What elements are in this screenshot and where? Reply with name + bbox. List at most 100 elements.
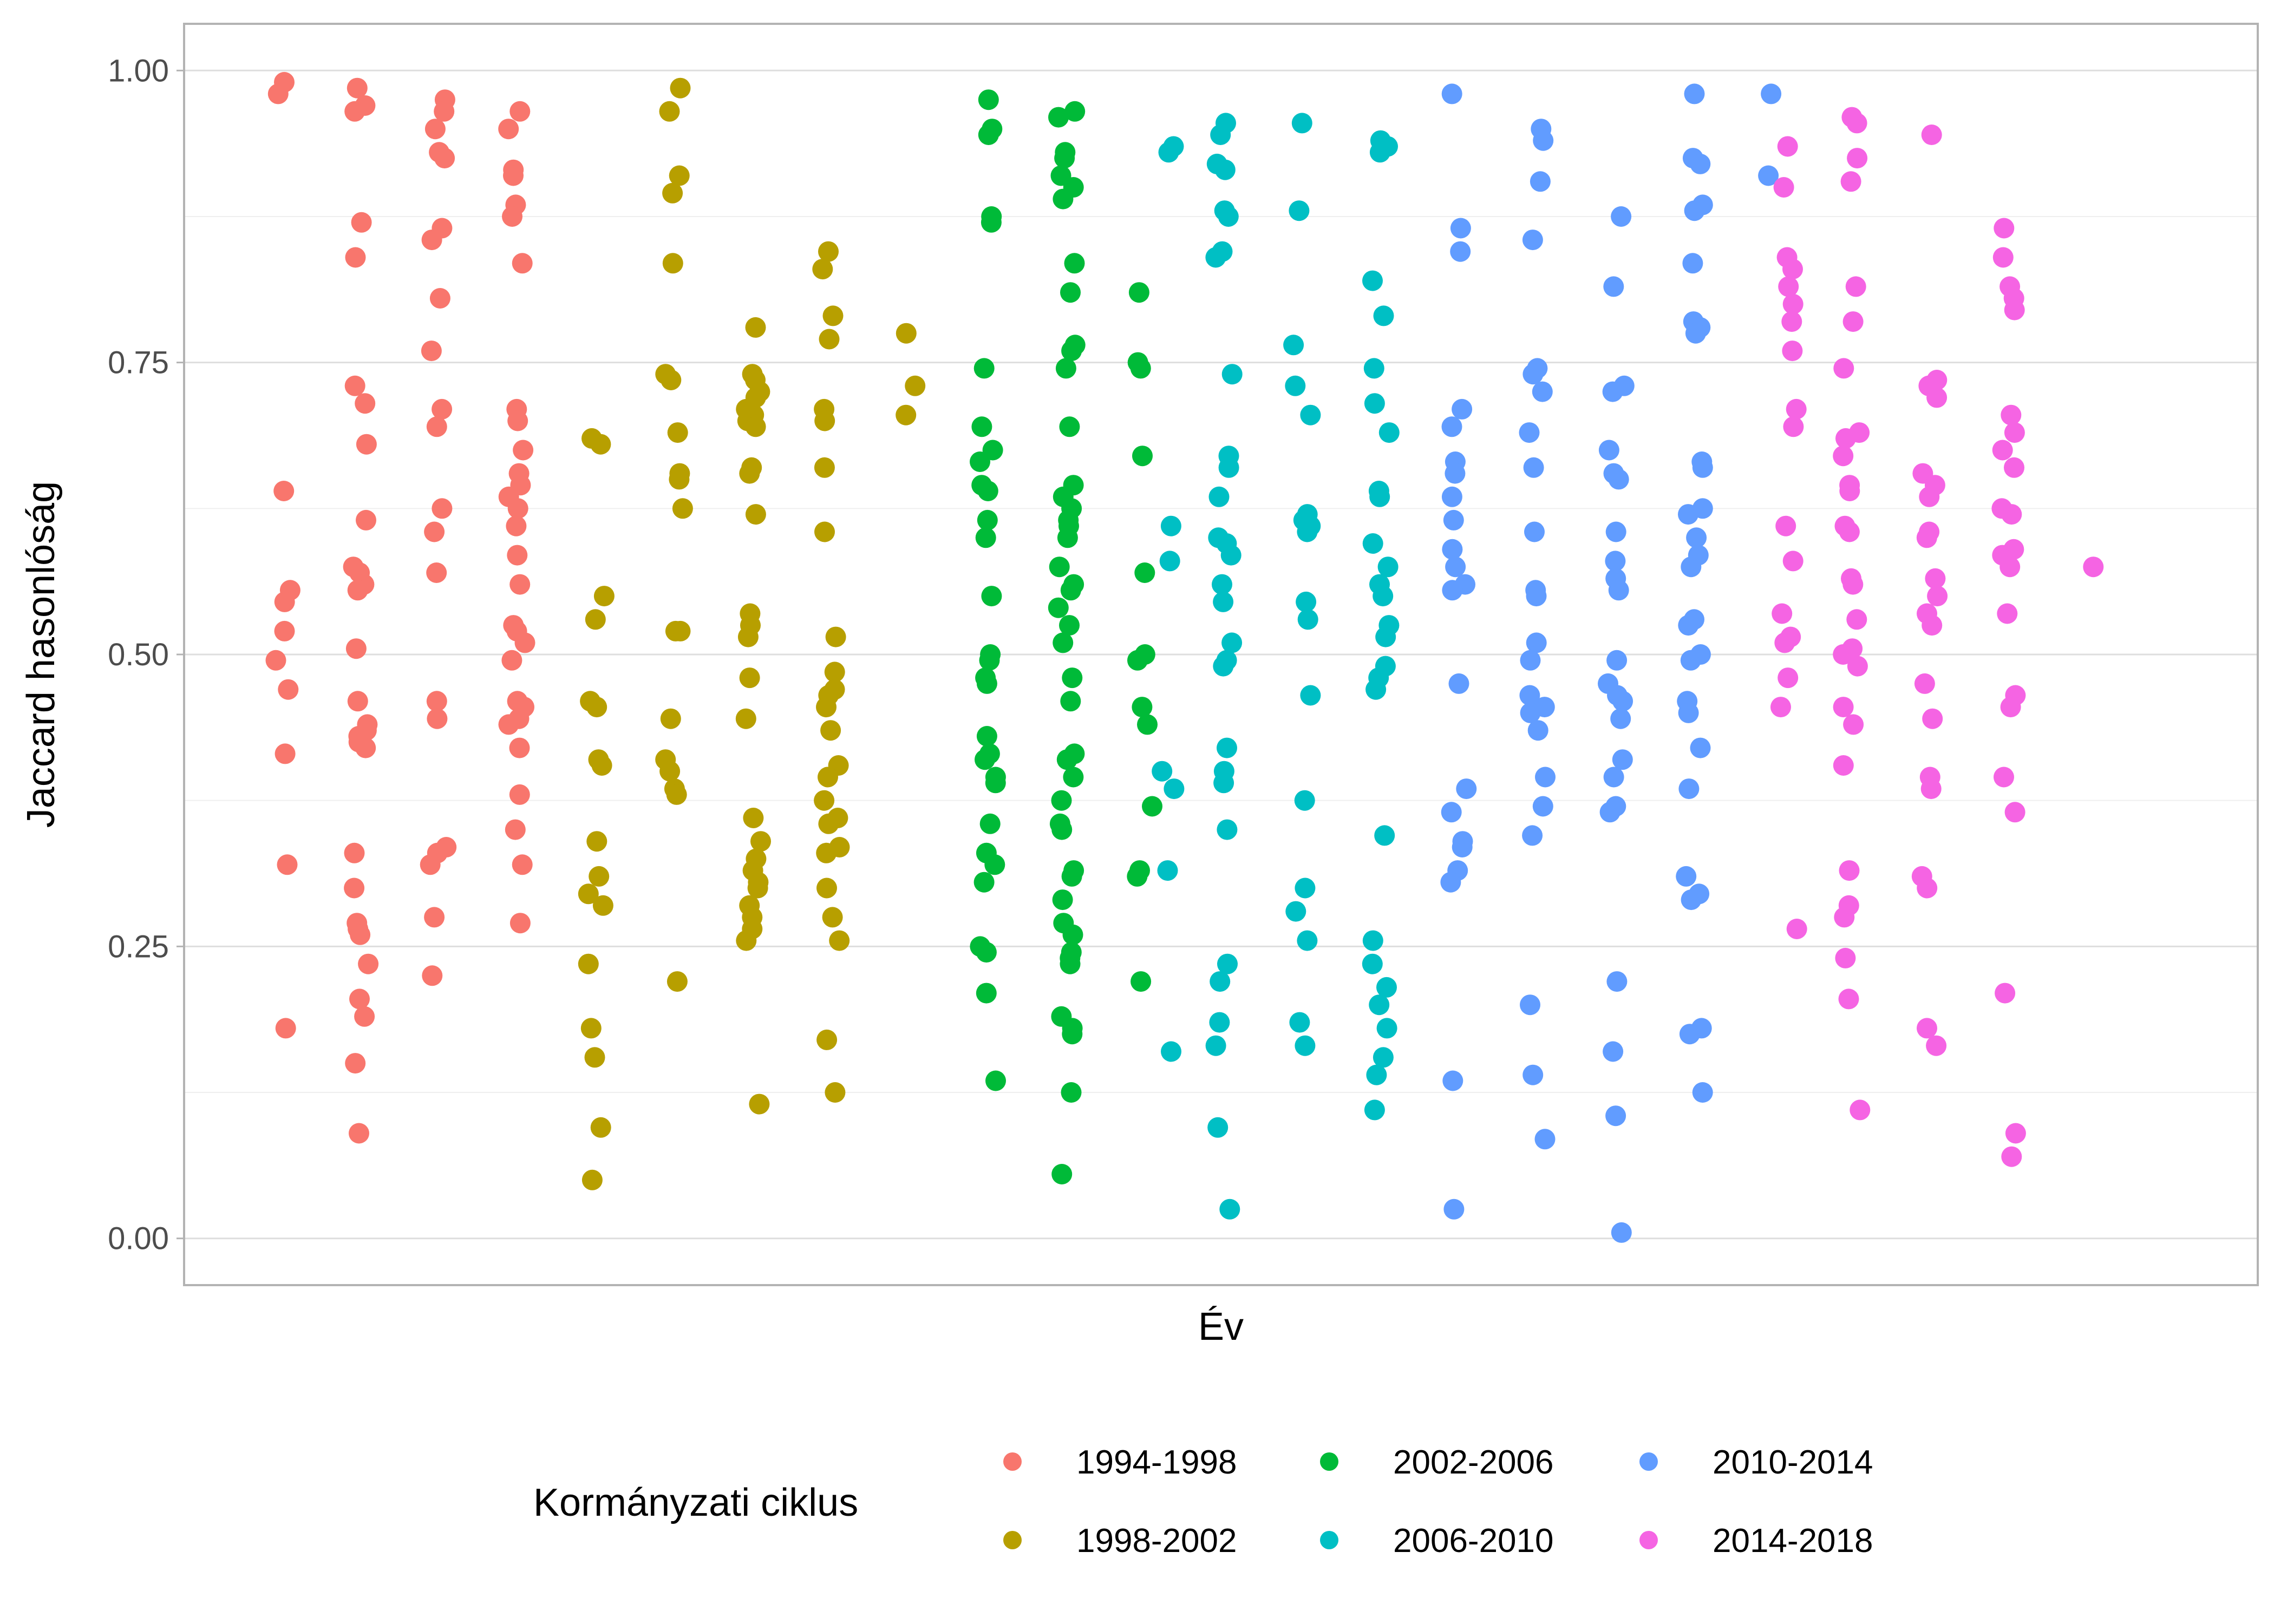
data-point (421, 230, 442, 251)
data-point (1786, 398, 1807, 420)
data-point (1053, 188, 1074, 209)
data-point (822, 305, 844, 326)
data-point (667, 422, 688, 443)
data-point (1533, 130, 1554, 151)
data-point (1530, 171, 1551, 192)
data-point (347, 580, 368, 601)
data-point (1297, 609, 1318, 630)
data-point (666, 971, 688, 992)
legend-label: 1994-1998 (1076, 1444, 1237, 1481)
data-point (662, 182, 683, 204)
data-point (1375, 626, 1396, 647)
data-point (1142, 796, 1162, 817)
y-tick-label: 0.50 (108, 637, 169, 672)
data-point (1127, 650, 1148, 671)
data-point (1131, 971, 1152, 992)
data-point (512, 854, 533, 875)
data-point (507, 410, 528, 431)
data-point (1606, 650, 1628, 671)
data-point (1843, 714, 1864, 735)
data-point (1373, 586, 1394, 607)
data-point (589, 866, 610, 887)
data-point (1994, 218, 2015, 239)
data-point (1442, 1070, 1463, 1091)
data-point (345, 247, 366, 268)
data-point (670, 620, 691, 641)
data-point (669, 469, 690, 490)
data-point (1684, 83, 1705, 104)
data-point (829, 930, 850, 951)
data-point (1377, 556, 1399, 578)
data-point (737, 626, 759, 647)
data-point (1520, 994, 1540, 1016)
data-point (812, 259, 833, 280)
data-point (661, 370, 682, 390)
data-point (1061, 340, 1082, 362)
data-point (1922, 615, 1943, 636)
data-point (1679, 1024, 1700, 1045)
data-point (1925, 568, 1946, 589)
data-point (1051, 1164, 1073, 1184)
y-axis-title: Jaccard hasonlóság (19, 481, 63, 828)
data-point (1218, 457, 1239, 478)
data-point (1833, 358, 1854, 379)
data-point (1452, 837, 1473, 857)
data-point (1369, 994, 1390, 1016)
data-point (1535, 767, 1556, 788)
data-point (816, 842, 837, 863)
data-point (1833, 644, 1854, 665)
data-point (1362, 930, 1383, 951)
data-point (420, 854, 441, 875)
data-point (1362, 533, 1383, 554)
legend-key (1003, 1531, 1022, 1549)
data-point (1842, 574, 1864, 595)
data-point (345, 638, 367, 659)
data-point (662, 253, 683, 274)
data-point (975, 527, 996, 548)
data-point (1452, 398, 1473, 420)
y-tick-label: 0.25 (108, 929, 169, 964)
data-point (1690, 737, 1711, 758)
data-point (670, 77, 691, 99)
data-point (1519, 422, 1540, 443)
data-point (1057, 527, 1078, 548)
data-point (1773, 177, 1794, 198)
data-point (426, 562, 447, 583)
data-point (1161, 1041, 1181, 1062)
data-point (1219, 1199, 1240, 1220)
data-point (1608, 469, 1629, 490)
y-tick-label: 0.75 (108, 345, 169, 381)
data-point (1378, 422, 1400, 443)
data-point (580, 1018, 602, 1039)
data-point (814, 521, 835, 542)
data-point (1442, 580, 1463, 601)
data-point (498, 119, 519, 140)
data-point (351, 212, 372, 233)
data-point (1220, 545, 1241, 566)
data-point (1059, 615, 1080, 636)
data-point (1213, 656, 1234, 677)
data-point (666, 784, 687, 805)
data-point (1916, 527, 1937, 548)
data-point (2004, 299, 2025, 320)
data-point (344, 375, 365, 396)
data-point (509, 784, 530, 805)
data-point (1060, 691, 1081, 712)
data-point (432, 498, 453, 519)
data-point (1534, 1129, 1556, 1150)
data-point (745, 504, 766, 525)
data-point (1205, 247, 1226, 268)
data-point (1132, 446, 1153, 467)
y-axis: 0.00 0.25 0.50 0.75 1.00 (108, 53, 184, 1256)
x-axis-title: Év (1198, 1305, 1244, 1348)
data-point (1210, 125, 1231, 145)
data-point (1685, 323, 1706, 344)
data-point (581, 1169, 603, 1190)
data-point (347, 77, 368, 99)
series-2014-2018 (1770, 107, 2104, 1167)
data-point (1605, 1105, 1626, 1127)
data-point (1062, 667, 1083, 689)
data-point (1532, 381, 1553, 402)
data-point (1926, 387, 1948, 408)
grid-lines (184, 69, 2258, 1240)
